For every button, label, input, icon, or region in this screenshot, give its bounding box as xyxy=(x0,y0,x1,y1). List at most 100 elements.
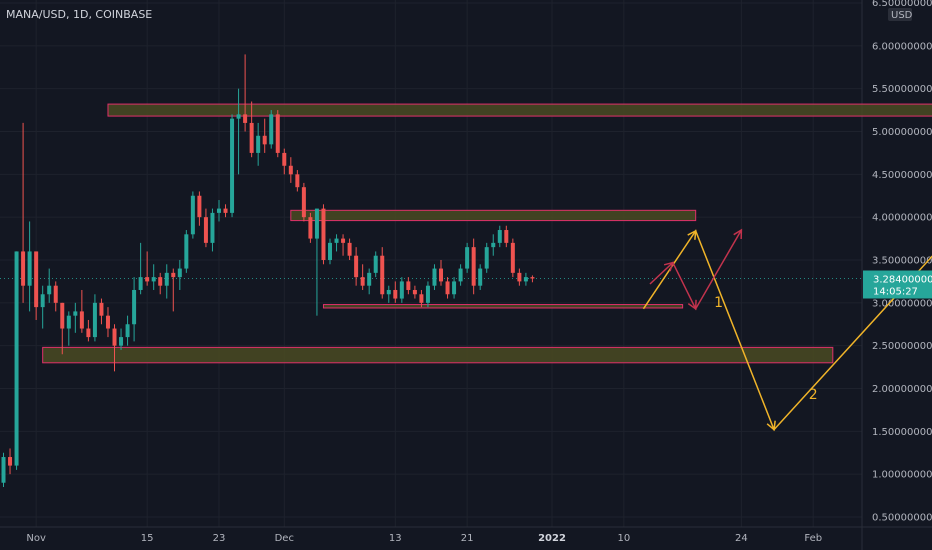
candle-down[interactable] xyxy=(347,242,352,256)
candle-down[interactable] xyxy=(471,247,476,286)
candle-up[interactable] xyxy=(27,251,32,286)
candle-down[interactable] xyxy=(530,277,535,279)
candle-up[interactable] xyxy=(458,268,463,282)
candle-down[interactable] xyxy=(171,272,176,278)
support-resistance-zone[interactable] xyxy=(322,304,684,309)
candle-up[interactable] xyxy=(373,255,378,273)
candle-up[interactable] xyxy=(328,242,332,260)
candle-up[interactable] xyxy=(478,268,483,286)
candle-down[interactable] xyxy=(439,268,444,282)
y-tick-label: 2.00000000 xyxy=(872,384,932,395)
candle-up[interactable] xyxy=(190,195,195,235)
candle-down[interactable] xyxy=(504,230,509,243)
candle-down[interactable] xyxy=(393,289,398,299)
candle-up[interactable] xyxy=(465,247,470,269)
candle-down[interactable] xyxy=(282,152,287,166)
symbol-title: MANA/USD, 1D, COINBASE xyxy=(6,8,153,21)
candle-down[interactable] xyxy=(419,294,424,303)
projection-path-yellow[interactable] xyxy=(642,229,932,432)
candle-up[interactable] xyxy=(256,135,261,153)
candle-down[interactable] xyxy=(510,242,515,273)
candle-down[interactable] xyxy=(360,277,365,286)
candle-down[interactable] xyxy=(445,281,450,295)
candle-down[interactable] xyxy=(295,174,300,188)
candle-up[interactable] xyxy=(452,281,457,295)
candle-up[interactable] xyxy=(230,118,235,213)
candle-down[interactable] xyxy=(86,328,91,338)
candle-up[interactable] xyxy=(177,268,182,278)
candle-up[interactable] xyxy=(47,285,52,295)
candle-up[interactable] xyxy=(484,247,489,269)
candle-down[interactable] xyxy=(203,217,208,243)
candle-down[interactable] xyxy=(8,457,13,466)
arrow-head xyxy=(766,420,776,432)
candle-down[interactable] xyxy=(308,217,313,239)
candle-up[interactable] xyxy=(269,114,274,145)
candle-up[interactable] xyxy=(216,208,221,213)
candle-up[interactable] xyxy=(491,242,496,248)
candle-down[interactable] xyxy=(380,255,385,295)
candle-down[interactable] xyxy=(34,251,39,308)
candle-down[interactable] xyxy=(406,281,411,290)
y-tick-label: 1.50000000 xyxy=(872,427,932,438)
candle-down[interactable] xyxy=(60,302,65,329)
candle-down[interactable] xyxy=(21,251,26,286)
candle-up[interactable] xyxy=(164,272,169,286)
candle-up[interactable] xyxy=(132,289,137,325)
candle-up[interactable] xyxy=(432,268,437,286)
x-tick-label: Nov xyxy=(26,533,46,544)
y-tick-label: 4.00000000 xyxy=(872,213,932,224)
candle-up[interactable] xyxy=(1,457,6,483)
projection-path-red[interactable] xyxy=(649,229,743,311)
candle-down[interactable] xyxy=(288,165,293,175)
candle-up[interactable] xyxy=(66,315,71,329)
candle-down[interactable] xyxy=(99,302,104,316)
candle-up[interactable] xyxy=(399,281,404,299)
candle-up[interactable] xyxy=(40,294,45,308)
x-tick-label: 2022 xyxy=(538,533,566,544)
candle-up[interactable] xyxy=(425,285,430,303)
candle-up[interactable] xyxy=(14,251,19,466)
candle-down[interactable] xyxy=(249,122,254,153)
candle-up[interactable] xyxy=(497,230,502,243)
candle-down[interactable] xyxy=(197,195,202,218)
candle-up[interactable] xyxy=(125,324,130,338)
candle-up[interactable] xyxy=(151,277,156,282)
candle-down[interactable] xyxy=(321,208,326,260)
support-resistance-zone[interactable] xyxy=(290,209,697,222)
candle-up[interactable] xyxy=(236,114,241,119)
candle-down[interactable] xyxy=(79,311,84,329)
candle-up[interactable] xyxy=(523,277,528,282)
candle-down[interactable] xyxy=(145,277,150,282)
candle-down[interactable] xyxy=(53,285,58,303)
candle-down[interactable] xyxy=(243,114,248,123)
candle-down[interactable] xyxy=(223,208,228,213)
candle-down[interactable] xyxy=(158,277,163,286)
candle-up[interactable] xyxy=(334,238,339,243)
candle-up[interactable] xyxy=(119,337,124,346)
candle-up[interactable] xyxy=(138,277,143,290)
candle-up[interactable] xyxy=(386,289,391,295)
candle-down[interactable] xyxy=(262,135,267,145)
candle-down[interactable] xyxy=(341,238,346,243)
support-resistance-zone[interactable] xyxy=(42,346,834,364)
candle-up[interactable] xyxy=(314,208,319,239)
candle-down[interactable] xyxy=(105,315,110,329)
current-price-value: 3.28400000 xyxy=(873,275,932,286)
candle-up[interactable] xyxy=(367,272,372,286)
candle-down[interactable] xyxy=(354,255,359,278)
candle-down[interactable] xyxy=(517,272,522,282)
x-tick-label: 21 xyxy=(461,533,474,544)
candle-down[interactable] xyxy=(112,328,117,346)
candle-up[interactable] xyxy=(184,234,189,269)
candle-down[interactable] xyxy=(301,187,306,218)
candle-countdown: 14:05:27 xyxy=(873,287,918,298)
candle-up[interactable] xyxy=(73,311,78,316)
candle-up[interactable] xyxy=(92,302,97,338)
candle-up[interactable] xyxy=(210,212,215,243)
support-resistance-zone[interactable] xyxy=(107,103,932,117)
candle-down[interactable] xyxy=(412,289,417,295)
candle-down[interactable] xyxy=(275,114,280,153)
